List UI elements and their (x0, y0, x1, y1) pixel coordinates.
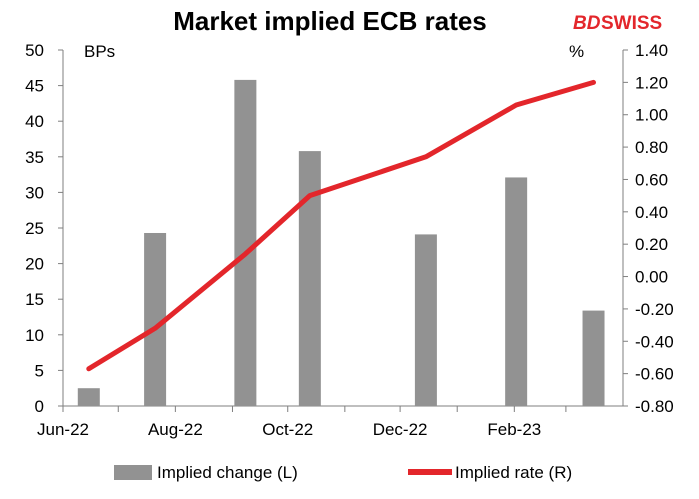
x-axis-tick-label: Aug-22 (148, 420, 203, 439)
left-axis-tick-label: 25 (25, 219, 44, 238)
x-axis-tick-label: Jun-22 (37, 420, 89, 439)
left-axis-tick-label: 15 (25, 290, 44, 309)
right-axis-tick-label: 1.00 (635, 106, 668, 125)
brand-logo-swiss: SWISS (601, 13, 662, 34)
brand-logo-bd: BD (573, 13, 601, 34)
left-axis-unit: BPs (84, 42, 115, 61)
implied-rate-line (86, 79, 596, 372)
right-axis-tick-label: 1.20 (635, 73, 668, 92)
legend-swatch-bars (114, 465, 152, 480)
bar (234, 79, 257, 407)
legend-label-line: Implied rate (R) (455, 463, 572, 482)
right-axis-tick-label: -0.20 (635, 300, 674, 319)
left-axis-tick-label: 5 (35, 361, 44, 380)
left-axis-tick-label: 10 (25, 326, 44, 345)
left-axis-tick-label: 35 (25, 148, 44, 167)
bar (298, 151, 321, 406)
chart-title: Market implied ECB rates (173, 6, 487, 36)
x-axis-tick-label: Feb-23 (487, 420, 541, 439)
right-axis-tick-label: 1.40 (635, 41, 668, 60)
bar (414, 234, 437, 406)
right-axis-tick-label: -0.60 (635, 365, 674, 384)
bar (582, 310, 605, 406)
left-axis: 0 5 10 15 20 25 30 35 40 45 50 (25, 41, 64, 416)
bar (505, 177, 528, 406)
legend: Implied change (L) Implied rate (R) (114, 463, 572, 482)
right-axis-unit: % (569, 42, 584, 61)
right-axis-tick-label: 0.00 (635, 268, 668, 287)
right-axis-tick-label: -0.40 (635, 332, 674, 351)
left-axis-tick-label: 45 (25, 77, 44, 96)
right-axis-tick-label: -0.80 (635, 397, 674, 416)
line-series (86, 79, 596, 372)
bar (144, 232, 167, 406)
right-axis-tick-label: 0.80 (635, 138, 668, 157)
left-axis-tick-label: 50 (25, 41, 44, 60)
right-axis: -0.80 -0.60 -0.40 -0.20 0.00 0.20 0.40 0.60 0.80… (622, 41, 674, 416)
left-axis-tick-label: 20 (25, 255, 44, 274)
legend-label-bars: Implied change (L) (157, 463, 298, 482)
right-axis-tick-label: 0.40 (635, 203, 668, 222)
x-axis-tick-label: Dec-22 (373, 420, 428, 439)
brand-logo: BD SWISS (573, 13, 662, 34)
bar (77, 388, 100, 406)
x-axis: Jun-22 Aug-22 Oct-22 Dec-22 Feb-23 (37, 405, 623, 439)
right-axis-tick-label: 0.60 (635, 170, 668, 189)
left-axis-tick-label: 40 (25, 112, 44, 131)
left-axis-tick-label: 0 (35, 397, 44, 416)
left-axis-tick-label: 30 (25, 183, 44, 202)
x-axis-tick-label: Oct-22 (262, 420, 313, 439)
right-axis-tick-label: 0.20 (635, 235, 668, 254)
bar-series (77, 79, 605, 407)
